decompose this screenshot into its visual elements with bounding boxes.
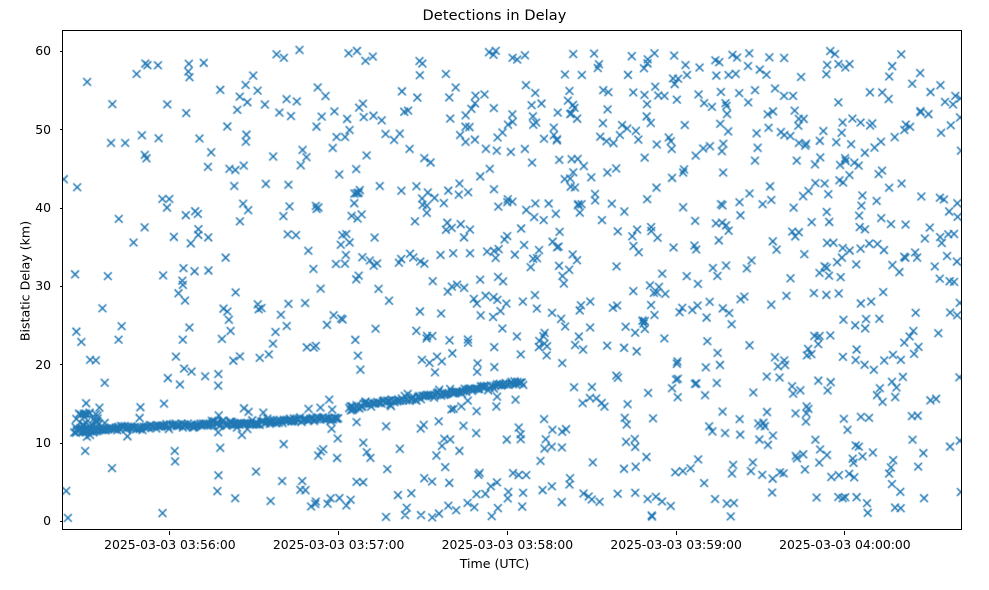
y-tick-label: 10	[35, 435, 51, 451]
y-tick-label: 20	[35, 356, 51, 372]
x-tick-mark	[169, 531, 171, 535]
y-tick-mark	[59, 207, 63, 209]
y-tick-mark	[59, 521, 63, 523]
y-axis-ticks: 0 10 20 30 40 50 60	[35, 31, 961, 529]
x-tick-mark	[506, 531, 508, 535]
y-tick-label: 40	[35, 199, 51, 215]
y-tick-label: 60	[35, 43, 51, 59]
y-tick-mark	[59, 285, 63, 288]
scatter-points-layer	[63, 31, 961, 529]
x-tick-mark	[675, 531, 677, 535]
y-tick-label: 0	[43, 513, 51, 529]
y-tick-mark	[59, 364, 63, 366]
page-title: Detections in Delay	[422, 8, 567, 24]
y-tick-mark	[59, 442, 63, 444]
y-tick-mark	[59, 129, 63, 131]
x-tick-mark	[338, 531, 340, 535]
x-axis-ticks: 2025-03-03 03:56:00 2025-03-03 03:57:00 20…	[63, 31, 961, 551]
y-tick-label: 50	[35, 121, 51, 137]
y-tick-label: 30	[35, 278, 51, 294]
x-tick-label: 2025-03-03 04:00:00	[779, 537, 911, 552]
y-tick-mark	[59, 50, 63, 52]
x-tick-mark	[844, 531, 846, 535]
plot-area: 0 10 20 30 40 50 60 2025-03-03 03:56:00 2025-03…	[18, 30, 962, 551]
x-tick-label: 2025-03-03 03:56:00	[104, 537, 236, 552]
x-axis-label: Time (UTC)	[459, 556, 530, 571]
x-tick-label: 2025-03-03 03:59:00	[610, 537, 742, 552]
x-tick-label: 2025-03-03 03:57:00	[272, 537, 405, 552]
y-axis-label: Bistatic Delay (km)	[17, 220, 33, 342]
x-tick-label: 2025-03-03 03:58:00	[441, 537, 574, 552]
